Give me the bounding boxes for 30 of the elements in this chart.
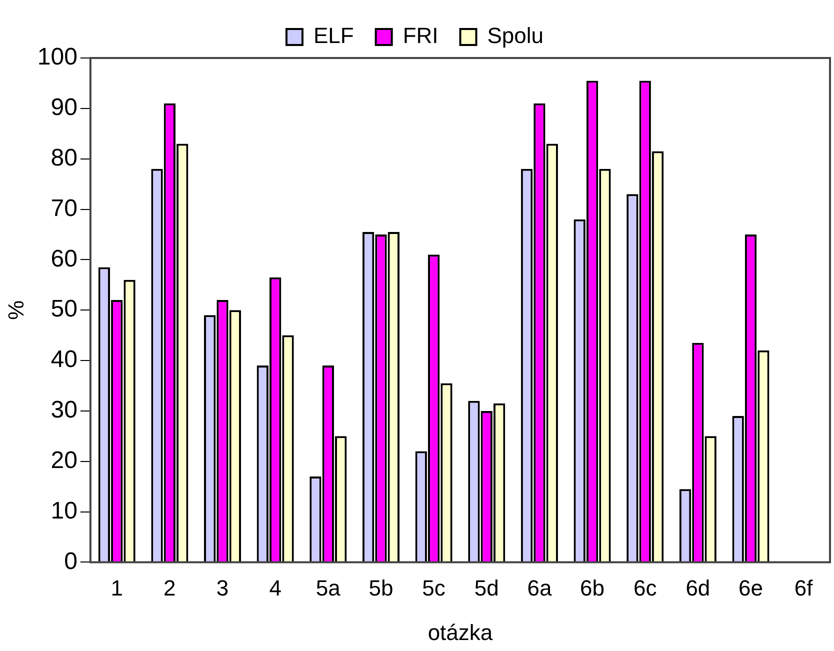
y-tick-label: 100 xyxy=(37,44,78,71)
x-tick-label: 6a xyxy=(527,575,552,600)
x-tick-label: 5a xyxy=(316,575,342,600)
y-tick-label: 20 xyxy=(50,446,78,474)
x-tick-label: 5d xyxy=(474,575,499,600)
x-tick-label: 1 xyxy=(110,575,123,600)
y-tick-label: 30 xyxy=(50,396,78,424)
y-tick-label: 60 xyxy=(50,245,78,272)
x-tick-label: 5c xyxy=(422,575,446,600)
legend-label: Spolu xyxy=(487,23,544,48)
x-tick-label: 6d xyxy=(686,575,710,600)
legend-label: FRI xyxy=(402,23,438,48)
x-axis-title: otázka xyxy=(428,620,494,645)
x-tick-label: 5b xyxy=(368,575,394,600)
y-axis-title: % xyxy=(3,300,28,320)
y-tick-label: 70 xyxy=(50,194,78,222)
x-tick-label: 6b xyxy=(580,575,605,600)
x-tick-label: 4 xyxy=(269,575,282,600)
y-tick-label: 50 xyxy=(50,296,78,323)
x-tick-label: 2 xyxy=(164,575,176,600)
x-tick-label: 6e xyxy=(738,575,764,600)
y-tick-label: 80 xyxy=(50,144,78,172)
x-tick-label: 3 xyxy=(216,575,229,600)
x-tick-label: 6f xyxy=(794,575,814,600)
y-tick-label: 10 xyxy=(50,497,78,524)
x-tick-label: 6c xyxy=(633,575,657,600)
y-tick-label: 40 xyxy=(50,346,78,374)
y-tick-label: 90 xyxy=(50,94,78,122)
y-tick-label: 0 xyxy=(64,548,78,575)
legend-label: ELF xyxy=(313,23,354,48)
